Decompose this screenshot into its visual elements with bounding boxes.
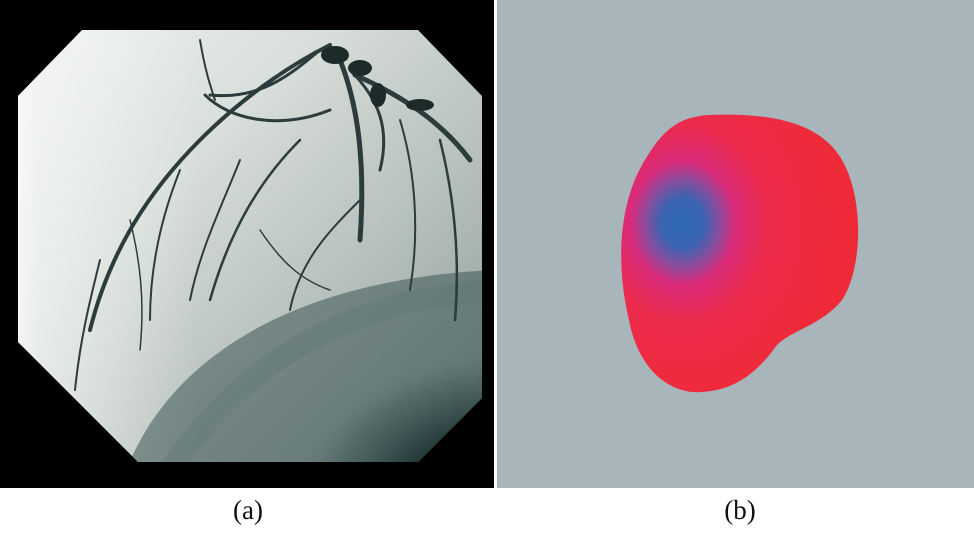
- panel-b-label: (b): [724, 495, 756, 525]
- angiogram-panel: [0, 0, 494, 488]
- angiogram-image: [18, 30, 482, 462]
- perfusion-map-panel: [497, 0, 974, 488]
- perfusion-map-image: [497, 0, 974, 488]
- contrast-catheter-region: [321, 46, 434, 111]
- heart-map-shape: [621, 114, 859, 393]
- panel-a-label: (a): [233, 495, 263, 525]
